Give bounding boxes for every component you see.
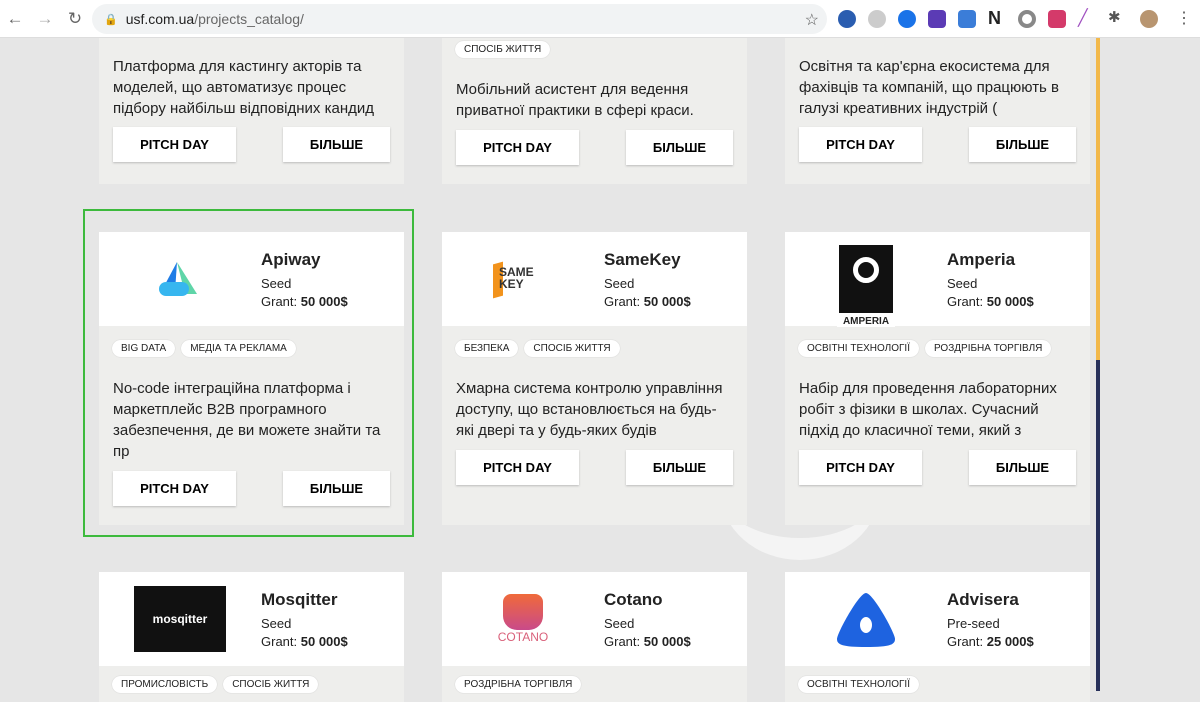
reload-icon[interactable]: ↻: [67, 8, 83, 28]
selected-card-outline: [83, 209, 414, 537]
more-button[interactable]: БІЛЬШЕ: [283, 127, 390, 162]
project-description: Хмарна система контролю управління досту…: [456, 380, 723, 439]
pitch-day-button[interactable]: PITCH DAY: [799, 450, 922, 485]
project-stage: Seed: [947, 276, 978, 291]
samekey-logo: SAME KEY: [477, 246, 569, 312]
project-card: СПОСІБ ЖИТТЯ Мобільний асистент для веде…: [442, 38, 747, 184]
project-grant: Grant: 50 000$: [261, 634, 348, 649]
project-name[interactable]: Mosqitter: [261, 590, 338, 609]
tag[interactable]: ОСВІТНІ ТЕХНОЛОГІЇ: [798, 340, 919, 357]
project-card-samekey[interactable]: SAME KEY SameKey Seed Grant: 50 000$ БЕЗ…: [442, 232, 747, 525]
tag[interactable]: СПОСІБ ЖИТТЯ: [223, 676, 319, 693]
project-card-advisera[interactable]: Advisera Pre-seed Grant: 25 000$ ОСВІТНІ…: [785, 572, 1090, 702]
project-grant: Grant: 50 000$: [947, 294, 1034, 309]
pitch-day-button[interactable]: PITCH DAY: [113, 471, 236, 506]
project-stage: Pre-seed: [947, 616, 1000, 631]
project-card-apiway[interactable]: Apiway Seed Grant: 50 000$ BIG DATA МЕДІА…: [99, 232, 404, 525]
pitch-day-button[interactable]: PITCH DAY: [113, 127, 236, 162]
mosqitter-logo: mosqitter: [134, 586, 226, 652]
scroll-indicator-track: [1096, 360, 1100, 691]
url-host: usf.com.ua: [125, 11, 195, 27]
project-card: Платформа для кастингу акторів та моделе…: [99, 38, 404, 184]
project-grant: Grant: 50 000$: [604, 634, 691, 649]
extension-icon[interactable]: [1018, 10, 1036, 28]
menu-icon[interactable]: ⋮: [1176, 10, 1192, 27]
project-description: Освітня та кар'єрна екосистема для фахів…: [799, 58, 1060, 117]
tag[interactable]: РОЗДРІБНА ТОРГІВЛЯ: [455, 676, 582, 693]
pitch-day-button[interactable]: PITCH DAY: [456, 450, 579, 485]
project-name[interactable]: Cotano: [604, 590, 663, 609]
tag[interactable]: РОЗДРІБНА ТОРГІВЛЯ: [924, 340, 1052, 357]
project-grant: Grant: 25 000$: [947, 634, 1034, 649]
project-description: Мобільний асистент для ведення приватної…: [456, 81, 694, 119]
project-stage: Seed: [604, 616, 635, 631]
extension-icon[interactable]: [898, 10, 916, 28]
url-path: /projects_catalog/: [194, 11, 304, 27]
project-card: Освітня та кар'єрна екосистема для фахів…: [785, 38, 1090, 184]
tag[interactable]: СПОСІБ ЖИТТЯ: [524, 340, 620, 357]
more-button[interactable]: БІЛЬШЕ: [969, 450, 1076, 485]
puzzle-icon[interactable]: ✱: [1108, 9, 1121, 26]
more-button[interactable]: БІЛЬШЕ: [283, 471, 390, 506]
project-grant: Grant: 50 000$: [261, 294, 348, 309]
more-button[interactable]: БІЛЬШЕ: [626, 450, 733, 485]
lock-icon: 🔒: [104, 13, 118, 26]
tag[interactable]: БЕЗПЕКА: [455, 340, 519, 357]
project-name[interactable]: Amperia: [947, 250, 1016, 269]
tag[interactable]: ПРОМИСЛОВІСТЬ: [112, 676, 218, 693]
project-stage: Seed: [604, 276, 635, 291]
extension-icon[interactable]: [868, 10, 886, 28]
cotano-logo: COTANO: [477, 586, 569, 652]
more-button[interactable]: БІЛЬШЕ: [626, 130, 733, 165]
pitch-day-button[interactable]: PITCH DAY: [799, 127, 922, 162]
project-description: No-code інтеграційна платформа і маркетп…: [113, 380, 381, 460]
project-stage: Seed: [261, 276, 292, 291]
project-stage: Seed: [261, 616, 292, 631]
extension-icon[interactable]: [1048, 10, 1066, 28]
project-name[interactable]: SameKey: [604, 250, 681, 269]
pitch-day-button[interactable]: PITCH DAY: [456, 130, 579, 165]
apiway-logo: [134, 246, 226, 312]
bookmark-star-icon[interactable]: ☆: [804, 12, 819, 29]
tag[interactable]: BIG DATA: [112, 340, 176, 357]
project-card-amperia[interactable]: AMPERIA Amperia Seed Grant: 50 000$ ОСВІ…: [785, 232, 1090, 525]
extension-icon[interactable]: [928, 10, 946, 28]
project-card-cotano[interactable]: COTANO Cotano Seed Grant: 50 000$ РОЗДРІ…: [442, 572, 747, 702]
project-name[interactable]: Advisera: [947, 590, 1019, 609]
extension-icon[interactable]: [958, 10, 976, 28]
tag[interactable]: МЕДІА ТА РЕКЛАМА: [181, 340, 296, 357]
scroll-indicator[interactable]: [1096, 38, 1100, 360]
project-name[interactable]: Apiway: [261, 250, 321, 269]
avatar[interactable]: [1140, 10, 1158, 28]
advisera-logo: [820, 586, 912, 652]
project-card-mosqitter[interactable]: mosqitter Mosqitter Seed Grant: 50 000$ …: [99, 572, 404, 702]
notion-icon[interactable]: N: [988, 8, 1001, 28]
browser-toolbar: ← → ↻ 🔒 usf.com.ua/projects_catalog/ ☆ N…: [0, 0, 1200, 38]
project-description: Набір для проведення лабораторних робіт …: [799, 380, 1057, 439]
project-grant: Grant: 50 000$: [604, 294, 691, 309]
pen-icon[interactable]: ╱: [1078, 10, 1088, 27]
back-icon[interactable]: ←: [6, 8, 24, 28]
tag[interactable]: СПОСІБ ЖИТТЯ: [455, 41, 551, 58]
forward-icon[interactable]: →: [36, 8, 54, 28]
tag[interactable]: ОСВІТНІ ТЕХНОЛОГІЇ: [798, 676, 919, 693]
extension-icon[interactable]: [838, 10, 856, 28]
project-description: Платформа для кастингу акторів та моделе…: [113, 58, 374, 117]
more-button[interactable]: БІЛЬШЕ: [969, 127, 1076, 162]
amperia-logo: AMPERIA: [820, 245, 912, 327]
address-bar[interactable]: 🔒 usf.com.ua/projects_catalog/ ☆: [92, 4, 827, 34]
